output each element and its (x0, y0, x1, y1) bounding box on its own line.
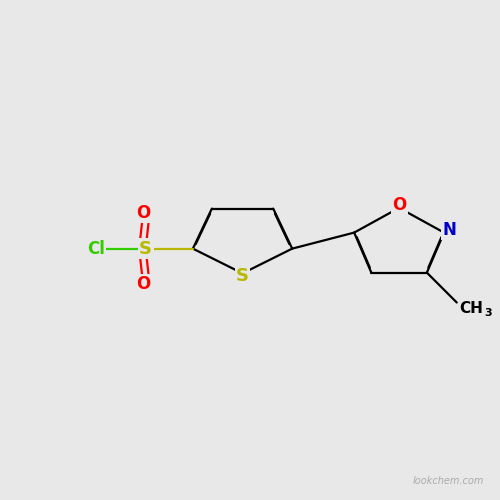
Text: N: N (442, 221, 456, 239)
Text: Cl: Cl (87, 240, 105, 258)
Text: O: O (136, 276, 151, 293)
Text: 3: 3 (484, 308, 492, 318)
Text: S: S (236, 267, 249, 285)
Text: lookchem.com: lookchem.com (412, 476, 484, 486)
Text: O: O (392, 196, 406, 214)
Text: CH: CH (459, 301, 483, 316)
Text: S: S (139, 240, 152, 258)
Text: O: O (136, 204, 151, 222)
